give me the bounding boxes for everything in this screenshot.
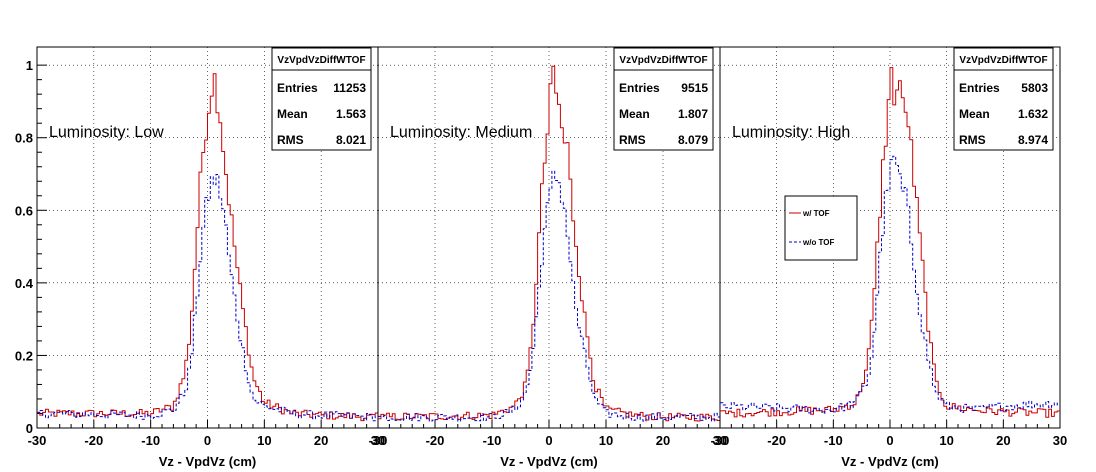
legend-label: w/o TOF <box>802 238 835 247</box>
x-tick-label: 30 <box>713 433 727 448</box>
stats-value: 11253 <box>333 81 366 95</box>
x-axis-title: Vz - VpdVz (cm) <box>500 454 598 469</box>
stats-value: 8.021 <box>336 133 366 147</box>
stats-key: Entries <box>959 81 1000 95</box>
stats-value: 1.632 <box>1018 107 1048 121</box>
stats-box <box>953 47 1054 151</box>
x-tick-label: 20 <box>656 433 670 448</box>
stats-value: 5803 <box>1021 81 1048 95</box>
legend: w/ TOF w/o TOF <box>784 195 858 261</box>
luminosity-label: Luminosity: Medium <box>390 124 532 141</box>
y-tick-label: 1 <box>26 58 33 73</box>
x-tick-label: -20 <box>767 433 786 448</box>
panel-1: -30 -20 -10 0 10 20 30 Vz - VpdVz (cm) 0 0.2 0.4 0.… <box>15 46 385 469</box>
y-tick-label: 0.6 <box>15 203 33 218</box>
series-line-w_tof <box>37 73 378 422</box>
legend-box <box>784 195 858 261</box>
stats-box <box>613 47 714 151</box>
series-line-wo_tof <box>378 170 720 422</box>
x-tick-label: 10 <box>939 433 953 448</box>
y-tick-label: 0.2 <box>15 348 33 363</box>
x-tick-label: 20 <box>314 433 328 448</box>
stats-title: VzVpdVzDiffWTOF <box>619 55 707 66</box>
x-tick-label: -20 <box>84 433 103 448</box>
stats-key: Mean <box>277 107 308 121</box>
x-tick-label: -30 <box>369 433 388 448</box>
stats-value: 8.079 <box>678 133 708 147</box>
x-tick-label: 20 <box>996 433 1010 448</box>
series-line-wo_tof <box>720 155 1060 414</box>
luminosity-label: Luminosity: Low <box>49 124 164 141</box>
x-tick-label: -10 <box>824 433 843 448</box>
panel-3: -30 -20 -10 0 10 20 30 Vz - VpdVz (cm) Luminosit… <box>711 46 1067 469</box>
stats-value: 1.807 <box>678 107 708 121</box>
x-tick-label: 0 <box>204 433 211 448</box>
stats-key: RMS <box>619 133 646 147</box>
x-tick-label: -10 <box>483 433 502 448</box>
stats-title: VzVpdVzDiffWTOF <box>959 55 1047 66</box>
stats-box <box>271 47 372 151</box>
x-tick-label: -30 <box>28 433 47 448</box>
stats-title: VzVpdVzDiffWTOF <box>277 55 365 66</box>
stats-key: Entries <box>277 81 318 95</box>
series-line-wo_tof <box>37 174 378 422</box>
luminosity-label: Luminosity: High <box>732 124 850 141</box>
y-tick-label: 0.8 <box>15 131 33 146</box>
stats-key: Mean <box>619 107 650 121</box>
y-tick-label: 0 <box>26 421 33 436</box>
stats-value: 9515 <box>681 81 708 95</box>
stats-value: 1.563 <box>336 107 366 121</box>
x-tick-label: 0 <box>886 433 893 448</box>
stats-key: RMS <box>277 133 304 147</box>
stats-key: RMS <box>959 133 986 147</box>
series-line-w_tof <box>720 67 1060 418</box>
x-tick-label: 10 <box>257 433 271 448</box>
x-tick-label: -30 <box>711 433 730 448</box>
stats-key: Entries <box>619 81 660 95</box>
x-tick-label: 30 <box>1053 433 1067 448</box>
stats-key: Mean <box>959 107 990 121</box>
x-tick-label: 10 <box>599 433 613 448</box>
x-axis-title: Vz - VpdVz (cm) <box>159 454 257 469</box>
legend-label: w/ TOF <box>802 209 830 218</box>
panel-2: -30 -20 -10 0 10 20 30 Vz - VpdVz (cm) Luminosit… <box>369 46 727 469</box>
x-tick-label: -20 <box>426 433 445 448</box>
y-tick-label: 0.4 <box>15 276 34 291</box>
x-tick-label: 0 <box>545 433 552 448</box>
x-tick-label: -10 <box>141 433 160 448</box>
stats-value: 8.974 <box>1018 133 1048 147</box>
x-tick-label: 30 <box>371 433 385 448</box>
x-axis-title: Vz - VpdVz (cm) <box>841 454 939 469</box>
